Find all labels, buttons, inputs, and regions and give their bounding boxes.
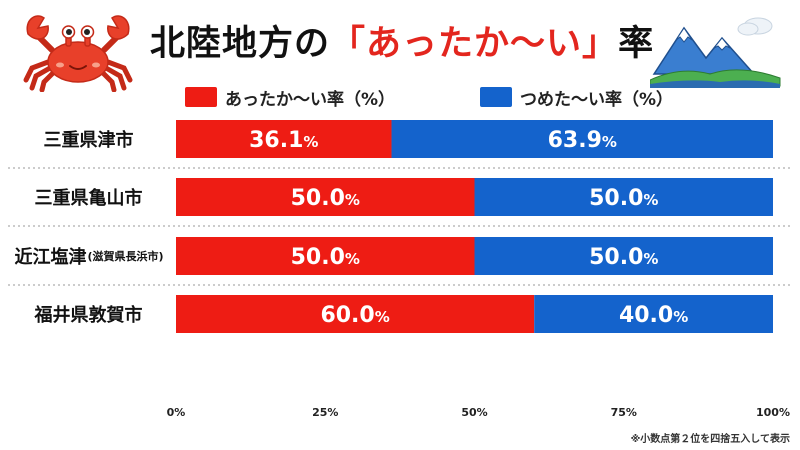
legend-swatch-warm xyxy=(185,87,217,107)
row-label: 近江塩津 (滋賀県長浜市) xyxy=(14,247,164,268)
data-label: 60.0% xyxy=(320,303,389,328)
data-label: 40.0% xyxy=(619,303,688,328)
cloud-icon xyxy=(737,17,773,36)
x-tick-label: 25% xyxy=(312,406,338,419)
row-label: 三重県亀山市 xyxy=(34,188,143,209)
data-label: 50.0% xyxy=(291,245,360,270)
legend-item-cold: つめた〜い率（%） xyxy=(480,84,673,110)
title-suffix: 率 xyxy=(618,24,655,64)
bar-warm xyxy=(176,178,475,216)
title-prefix: 北陸地方の xyxy=(150,24,331,64)
bar-cold xyxy=(474,178,773,216)
title-close-bracket: 」 xyxy=(582,24,619,64)
x-tick-label: 50% xyxy=(461,406,487,419)
row-label: 福井県敦賀市 xyxy=(34,305,143,326)
crab-illustration xyxy=(23,15,133,92)
bar-warm xyxy=(176,120,392,158)
data-label: 50.0% xyxy=(589,186,658,211)
title-block: 北陸地方の「あったか〜い」率 xyxy=(150,14,653,74)
bar-warm xyxy=(176,237,475,275)
bar-cold xyxy=(534,295,773,333)
data-label: 36.1% xyxy=(249,128,318,153)
mountain-illustration xyxy=(650,17,781,88)
bar-cold xyxy=(474,237,773,275)
legend-label-warm: あったか〜い率（%） xyxy=(225,89,396,110)
footnote: ※小数点第２位を四捨五入して表示 xyxy=(630,434,790,445)
bar-warm xyxy=(176,295,535,333)
chart-title: 北陸地方の「あったか〜い」率 xyxy=(150,14,653,74)
title-highlight: あったか〜い xyxy=(366,24,583,64)
x-tick-label: 0% xyxy=(167,406,186,419)
data-label: 50.0% xyxy=(589,245,658,270)
x-tick-label: 100% xyxy=(756,406,790,419)
bar-cold xyxy=(391,120,773,158)
legend-label-cold: つめた〜い率（%） xyxy=(520,89,674,110)
row-label: 三重県津市 xyxy=(43,130,134,151)
data-label: 50.0% xyxy=(291,186,360,211)
data-label: 63.9% xyxy=(548,128,617,153)
legend-swatch-cold xyxy=(480,87,512,107)
x-tick-label: 75% xyxy=(611,406,637,419)
legend-item-warm: あったか〜い率（%） xyxy=(185,84,395,110)
title-open-bracket: 「 xyxy=(330,24,367,64)
